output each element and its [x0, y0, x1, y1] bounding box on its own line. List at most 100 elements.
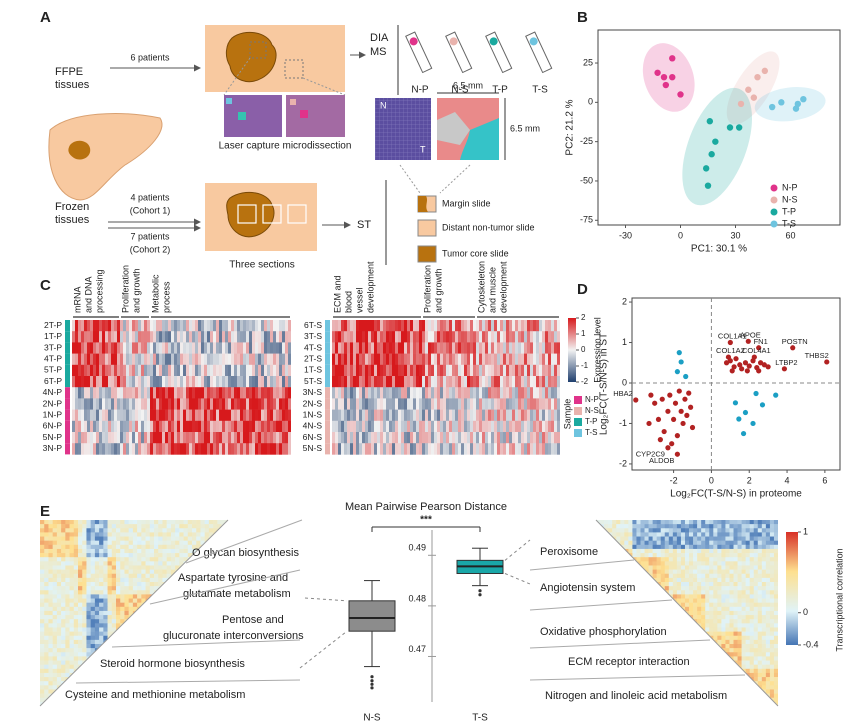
heat-cell — [156, 420, 159, 433]
heat-cell — [279, 398, 282, 410]
heat-cell — [132, 398, 135, 410]
heat-cell — [204, 520, 210, 525]
heat-cell — [470, 398, 473, 410]
heat-cell — [78, 701, 83, 706]
heat-cell — [356, 443, 359, 455]
heat-cell — [187, 672, 193, 678]
heat-cell — [757, 573, 763, 579]
heat-cell — [69, 606, 75, 612]
heat-cell — [419, 353, 422, 366]
heat-cell — [604, 532, 609, 537]
heat-cell — [749, 590, 755, 595]
point-label: LTBP2 — [775, 358, 797, 367]
heat-cell — [177, 353, 180, 366]
heat-cell — [494, 342, 497, 354]
heat-cell — [464, 409, 467, 422]
heat-cell — [347, 364, 350, 377]
heat-cell — [404, 320, 407, 332]
heat-cell — [56, 660, 62, 665]
heat-cell — [147, 376, 150, 388]
heat-cell — [464, 432, 467, 444]
heat-cell — [93, 353, 96, 366]
heat-cell — [145, 615, 151, 620]
heat-cell — [288, 376, 291, 388]
heat-cell — [359, 320, 362, 332]
heat-cell — [132, 652, 138, 657]
heat-cell — [737, 586, 742, 591]
heat-cell — [90, 627, 96, 632]
heat-cell — [717, 520, 722, 525]
heat-cell — [733, 528, 738, 533]
heat-cell — [539, 443, 542, 455]
heat-cell — [255, 443, 258, 455]
heat-cell — [141, 672, 146, 678]
heat-cell — [240, 320, 243, 332]
heat-cell — [518, 320, 521, 332]
heat-cell — [141, 582, 146, 587]
heat-cell — [640, 586, 645, 591]
heat-cell — [124, 590, 129, 595]
heat-cell — [183, 648, 189, 653]
heat-cell — [175, 586, 180, 591]
heat-cell — [545, 376, 548, 388]
heat-cell — [488, 320, 491, 332]
heat-cell — [195, 331, 198, 343]
heat-cell — [183, 342, 186, 354]
heat-cell — [166, 615, 172, 620]
heat-cell — [624, 536, 629, 541]
heat-cell — [52, 590, 58, 595]
shape — [290, 99, 296, 105]
heat-cell — [467, 443, 470, 455]
heat-cell — [61, 619, 66, 624]
heat-cell — [225, 602, 228, 608]
heat-cell — [65, 664, 70, 670]
heat-cell — [132, 631, 138, 637]
heat-cell — [210, 376, 213, 388]
heat-cell — [765, 524, 771, 529]
heat-cell — [596, 569, 601, 575]
heat-cell — [261, 409, 264, 422]
liver-tumor — [68, 140, 91, 160]
heat-cell — [168, 320, 171, 332]
heat-cell — [137, 532, 142, 537]
heat-cell — [82, 569, 87, 575]
heat-cell — [249, 398, 252, 410]
heat-cell — [162, 561, 167, 566]
heat-cell — [111, 623, 117, 628]
heat-cell — [124, 648, 129, 653]
heat-cell — [123, 320, 126, 332]
heat-cell — [170, 561, 176, 566]
heat-cell — [264, 331, 267, 343]
heat-cell — [554, 409, 557, 422]
heat-cell — [204, 672, 210, 678]
heat-cell — [123, 420, 126, 433]
heat-cell — [107, 631, 113, 637]
heat-cell — [210, 409, 213, 422]
heat-cell — [99, 536, 104, 541]
heat-cell — [180, 420, 183, 433]
group-label: and DNA — [83, 276, 93, 313]
heat-cell — [180, 353, 183, 366]
heat-cell — [86, 565, 91, 570]
heat-cell — [102, 398, 105, 410]
heat-cell — [90, 548, 96, 554]
heat-cell — [86, 606, 91, 612]
heat-cell — [138, 353, 141, 366]
heat-cell — [252, 376, 255, 388]
heat-cell — [660, 520, 666, 525]
heat-cell — [111, 565, 117, 570]
heat-cell — [99, 635, 104, 641]
heat-cell — [187, 520, 193, 525]
heat-cell — [332, 432, 335, 444]
heat-cell — [676, 540, 682, 546]
heat-cell — [434, 320, 437, 332]
heat-cell — [416, 443, 419, 455]
heat-cell — [170, 569, 176, 575]
heat-cell — [44, 631, 49, 637]
heat-cell — [149, 586, 155, 591]
heat-cell — [470, 364, 473, 377]
heat-cell — [542, 364, 545, 377]
heat-cell — [644, 528, 649, 533]
heat-cell — [672, 594, 678, 599]
heat-cell — [240, 376, 243, 388]
